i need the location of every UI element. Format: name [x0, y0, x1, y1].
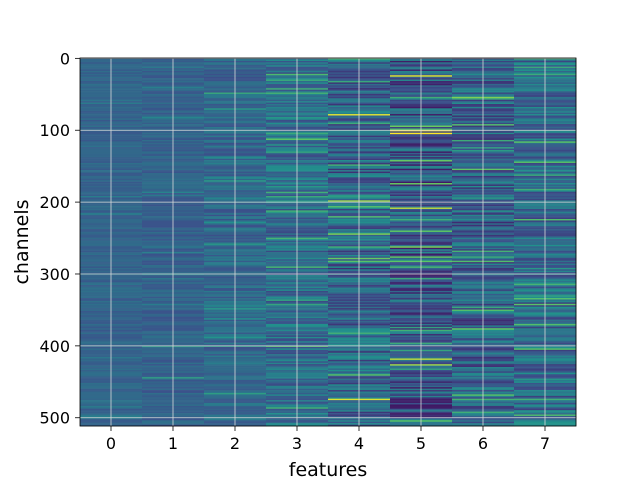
heatmap-cells — [80, 58, 577, 427]
y-tick-label: 500 — [39, 409, 70, 428]
x-tick-label: 5 — [416, 434, 426, 453]
y-tick-label: 100 — [39, 121, 70, 140]
x-tick-label: 1 — [168, 434, 178, 453]
x-tick-label: 0 — [106, 434, 116, 453]
y-axis-ticks: 0 100 200 300 400 500 — [39, 49, 80, 428]
y-tick-label: 0 — [60, 49, 70, 68]
x-tick-label: 4 — [354, 434, 364, 453]
x-axis-ticks: 0 1 2 3 4 5 6 7 — [106, 426, 550, 453]
y-tick-label: 300 — [39, 265, 70, 284]
y-tick-label: 200 — [39, 193, 70, 212]
y-axis-label: channels — [11, 199, 33, 284]
x-tick-label: 2 — [230, 434, 240, 453]
grid-lines — [80, 57, 576, 426]
x-axis-label: features — [289, 459, 368, 480]
x-tick-label: 6 — [478, 434, 488, 453]
x-tick-label: 7 — [540, 434, 550, 453]
plot-frame — [79, 57, 577, 427]
y-tick-label: 400 — [39, 337, 70, 356]
x-tick-label: 3 — [292, 434, 302, 453]
